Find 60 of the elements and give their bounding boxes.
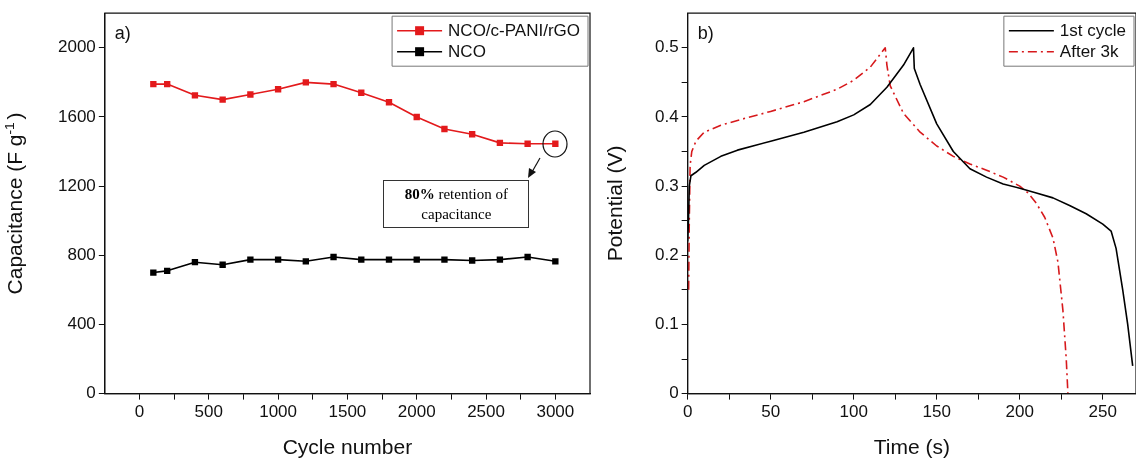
point	[219, 96, 226, 103]
y-tick-label: 0	[86, 383, 96, 403]
x-axis-title: Time (s)	[873, 435, 950, 458]
y-tick-label: 0.5	[654, 37, 679, 57]
point	[358, 89, 365, 96]
point	[150, 269, 157, 276]
point	[358, 256, 365, 263]
text: a)	[114, 23, 131, 44]
point	[524, 253, 531, 261]
x-tick-label: 500	[194, 402, 223, 422]
point	[247, 91, 254, 98]
point	[330, 80, 337, 88]
annotation: 80% retention of capacitance	[383, 179, 530, 229]
x-tick-label: 150	[922, 402, 951, 422]
point	[330, 253, 337, 261]
point	[274, 86, 282, 93]
y-tick-label: 0.2	[654, 244, 679, 264]
x-axis-title: Cycle number	[282, 435, 413, 458]
y-tick-label: 0.3	[654, 175, 679, 195]
y-tick-label: 1200	[57, 175, 96, 195]
x-tick-label: 3000	[536, 402, 575, 422]
legend-label: NCO	[448, 42, 486, 62]
legend-label: After 3k	[1059, 42, 1119, 62]
y-tick-label: 2000	[57, 37, 96, 57]
x-tick-label: 100	[839, 402, 868, 422]
y-axis-title: Potential (V)	[603, 145, 626, 262]
x-tick-label: 0	[134, 402, 145, 422]
point	[468, 257, 476, 264]
point	[413, 256, 420, 263]
point	[524, 140, 531, 147]
x-tick-label: 250	[1088, 402, 1117, 422]
legend-label: NCO/c-PANI/rGO	[448, 21, 581, 41]
x-tick-label: 0	[682, 402, 693, 422]
point	[247, 256, 254, 263]
point	[552, 258, 559, 265]
point	[150, 80, 157, 88]
legend-label: 1st cycle	[1059, 21, 1127, 41]
point	[385, 256, 393, 263]
point	[496, 256, 504, 263]
x-tick-label: 200	[1005, 402, 1034, 422]
y-tick-label: 800	[67, 244, 96, 264]
y-tick-label: 0	[669, 383, 679, 403]
point	[219, 261, 226, 268]
x-tick-label: 1000	[259, 402, 298, 422]
point	[302, 258, 309, 265]
point	[191, 92, 199, 99]
point	[302, 79, 309, 86]
x-tick-label: 2000	[397, 402, 436, 422]
point	[441, 256, 448, 263]
y-axis-title: Capacitance (F g-1)	[1, 112, 26, 295]
x-tick-label: 50	[761, 402, 781, 422]
y-tick-label: 1600	[57, 106, 96, 126]
point	[274, 256, 282, 263]
y-tick-label: 0.1	[654, 314, 679, 334]
point	[441, 125, 448, 133]
x-tick-label: 1500	[328, 402, 367, 422]
text: b)	[697, 23, 714, 44]
x-tick-label: 2500	[467, 402, 505, 422]
y-tick-label: 0.4	[654, 106, 679, 126]
y-tick-label: 400	[67, 314, 96, 334]
